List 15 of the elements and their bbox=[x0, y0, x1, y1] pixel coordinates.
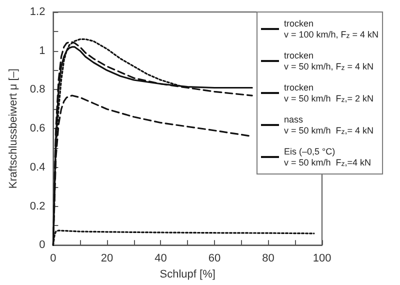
y-tick-label: 0.2 bbox=[30, 200, 46, 212]
y-axis-title: Kraftschlussbeiwert μ [–] bbox=[8, 68, 20, 189]
y-tick-label: 0.8 bbox=[30, 84, 46, 96]
x-tick-label: 20 bbox=[100, 252, 114, 265]
x-tick-label: 40 bbox=[154, 252, 167, 265]
y-tick-label: 0.4 bbox=[30, 161, 46, 174]
y-tick-label: 1 bbox=[39, 44, 46, 57]
y-tick-label: 0.6 bbox=[30, 122, 46, 135]
x-tick-label: 0 bbox=[50, 252, 56, 265]
y-tick-label: 0 bbox=[39, 239, 46, 252]
x-tick-label: 100 bbox=[312, 252, 332, 265]
x-axis-title: Schlupf [%] bbox=[160, 268, 216, 280]
y-tick-label: 1.2 bbox=[30, 6, 46, 18]
x-tick-label: 80 bbox=[262, 252, 274, 265]
x-tick-label: 60 bbox=[208, 252, 221, 265]
